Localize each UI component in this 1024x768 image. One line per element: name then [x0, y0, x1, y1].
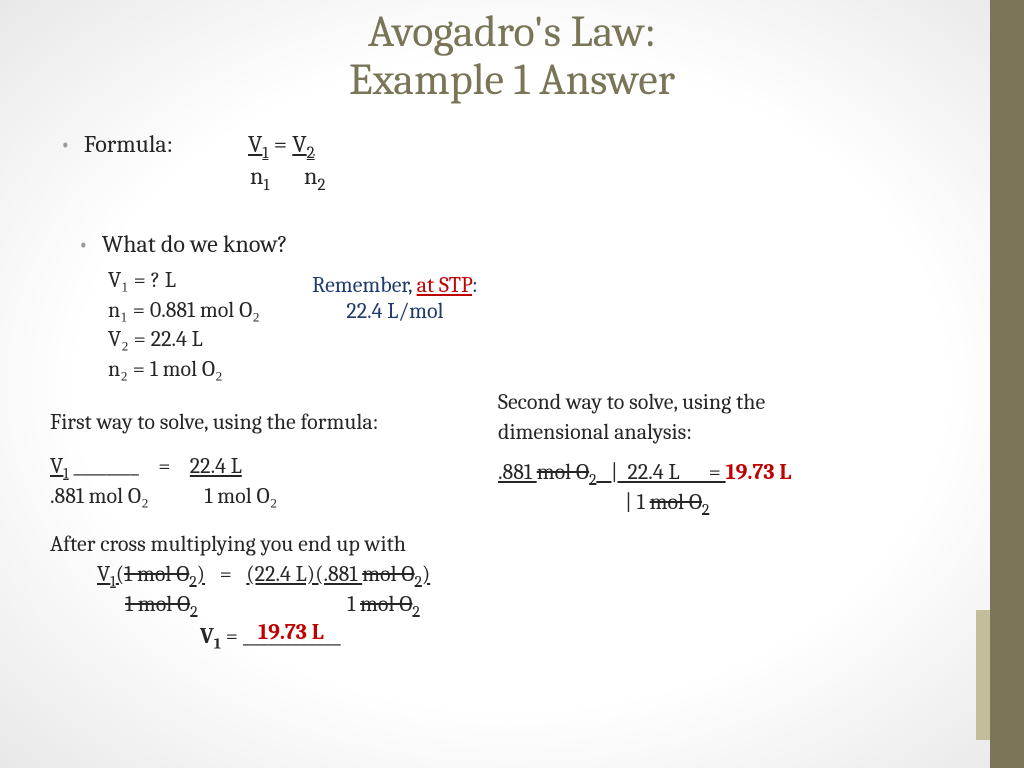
formula-n1: n1 [250, 162, 269, 190]
bullet-icon: • [60, 130, 71, 158]
eq1-v1: V1 [50, 453, 69, 479]
final-answer-value: 19.73 L [258, 618, 324, 648]
given-v2: V₂ = 22.4 L [108, 325, 260, 355]
formula-bullet: • Formula: [60, 130, 173, 158]
formula-equals: = [274, 130, 293, 158]
title-line-2: Example 1 Answer [0, 56, 1024, 104]
title-line-1: Avogadro's Law: [0, 8, 1024, 56]
decor-sidebar-outer [990, 0, 1024, 768]
remember-colon: : [472, 272, 478, 298]
eq1-top: V1 ________ = 22.4 L [50, 452, 242, 484]
first-way-label: First way to solve, using the formula: [50, 408, 378, 438]
eq1-top-right: 22.4 L [190, 453, 242, 479]
formula-v2: V2 [292, 130, 314, 158]
given-n1: n₁ = 0.881 mol O₂ [108, 296, 260, 326]
slide-title: Avogadro's Law: Example 1 Answer [0, 8, 1024, 105]
bullet-icon: • [78, 230, 89, 258]
know-bullet: • What do we know? [78, 230, 288, 258]
remember-prefix: Remember, [312, 272, 417, 298]
second-way-label: Second way to solve, using the dimension… [498, 388, 765, 447]
formula-v1: V1 [248, 130, 268, 158]
formula-numerator: V1 = V2 [248, 130, 315, 163]
given-values: V₁ = ? L n₁ = 0.881 mol O₂ V₂ = 22.4 L n… [108, 266, 260, 385]
eq1-bottom: .881 mol O₂ 1 mol O₂ [50, 482, 277, 512]
dim-row2: | 1 mol O2 [625, 488, 709, 520]
formula-n2: n2 [304, 162, 325, 190]
after-cross-label: After cross multiplying you end up with [50, 530, 406, 560]
remember-note: Remember, at STP: 22.4 L/mol [312, 272, 478, 324]
eq1-bot-right: 1 mol O₂ [204, 483, 277, 509]
formula-denominator: n1 n2 [250, 162, 325, 195]
eq1-bot-left: .881 mol O₂ [50, 483, 149, 509]
decor-sidebar-inner [976, 610, 990, 740]
remember-stp: at STP [417, 272, 472, 298]
know-label: What do we know? [102, 230, 288, 258]
given-v1: V₁ = ? L [108, 266, 260, 296]
cross-top: V1(1 mol O2) = (22.4 L)(.881 mol O2) [97, 560, 430, 592]
formula-label: Formula: [84, 130, 173, 158]
dim-answer: 19.73 L [726, 459, 792, 485]
given-n2: n₂ = 1 mol O₂ [108, 355, 260, 385]
slide-content: Avogadro's Law: Example 1 Answer • Formu… [0, 0, 1024, 768]
remember-value: 22.4 L/mol [312, 298, 478, 324]
dim-row1: .881 mol O2 | 22.4 L = 19.73 L [498, 458, 791, 490]
